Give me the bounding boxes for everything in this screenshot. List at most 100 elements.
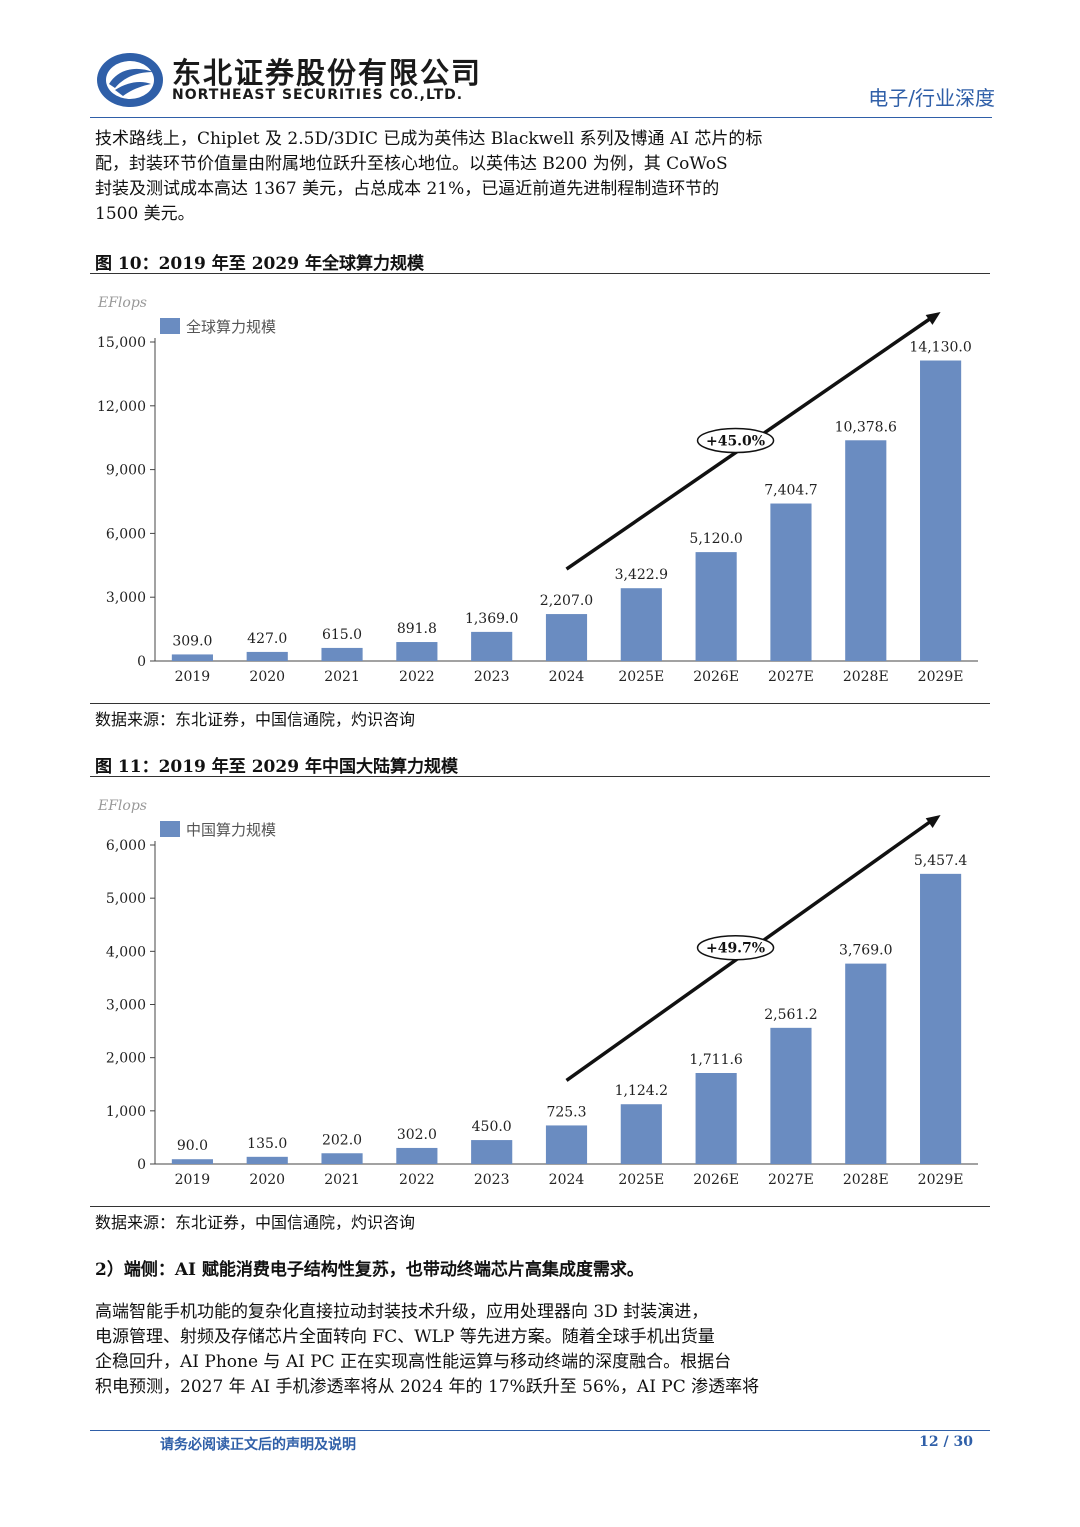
bar bbox=[920, 360, 962, 661]
x-tick-label: 2020 bbox=[249, 669, 285, 685]
company-name-en: NORTHEAST SECURITIES CO.,LTD. bbox=[172, 87, 464, 103]
y-tick-label: 4,000 bbox=[106, 944, 146, 960]
data-label: 5,120.0 bbox=[689, 531, 742, 547]
y-unit-label: EFlops bbox=[97, 798, 147, 814]
x-tick-label: 2024 bbox=[549, 669, 585, 685]
x-tick-label: 2024 bbox=[549, 1172, 585, 1188]
growth-annotation-ellipse bbox=[696, 427, 775, 454]
footer-divider bbox=[90, 1430, 990, 1431]
y-tick-label: 12,000 bbox=[97, 399, 146, 415]
y-tick-label: 6,000 bbox=[106, 526, 146, 542]
figure-11-source: 数据来源：东北证券，中国信通院，灼识咨询 bbox=[95, 1213, 416, 1232]
data-label: 3,422.9 bbox=[615, 567, 668, 583]
bar bbox=[620, 588, 662, 661]
x-tick-label: 2026E bbox=[693, 669, 739, 685]
legend-label: 全球算力规模 bbox=[186, 318, 276, 336]
x-tick-label: 2023 bbox=[474, 1172, 510, 1188]
bar bbox=[920, 873, 962, 1164]
intro-line: 封装及测试成本高达 1367 美元，占总成本 21%，已逼近前道先进制程制造环节… bbox=[95, 179, 720, 199]
data-label: 615.0 bbox=[322, 627, 362, 643]
data-label: 2,561.2 bbox=[764, 1007, 817, 1023]
y-tick-label: 9,000 bbox=[106, 463, 146, 479]
section-paragraph: 高端智能手机功能的复杂化直接拉动封装技术升级，应用处理器向 3D 封装演进， 电… bbox=[95, 1300, 785, 1400]
bar bbox=[246, 1156, 288, 1164]
data-label: 1,711.6 bbox=[689, 1052, 743, 1068]
x-tick-label: 2023 bbox=[474, 669, 510, 685]
intro-line: 1500 美元。 bbox=[95, 204, 195, 224]
bar bbox=[396, 1147, 438, 1164]
bar bbox=[620, 1104, 662, 1164]
y-tick-label: 2,000 bbox=[106, 1051, 146, 1067]
bar bbox=[471, 631, 513, 661]
figure-10-chart: EFlops 全球算力规模 0 3,000 6,000 9,000 12,000 15,000… bbox=[97, 295, 978, 685]
data-label: 5,457.4 bbox=[914, 853, 968, 869]
bar bbox=[321, 647, 363, 661]
legend-swatch bbox=[160, 318, 180, 334]
x-tick-label: 2026E bbox=[693, 1172, 739, 1188]
section-line: 积电预测，2027 年 AI 手机渗透率将从 2024 年的 17%跃升至 56… bbox=[95, 1377, 760, 1397]
y-tick-label: 15,000 bbox=[97, 335, 146, 351]
data-label: 1,369.0 bbox=[465, 611, 518, 627]
data-label: 7,404.7 bbox=[764, 483, 817, 499]
x-tick-label: 2022 bbox=[399, 669, 435, 685]
bar bbox=[321, 1153, 363, 1164]
y-tick-label: 6,000 bbox=[106, 838, 146, 854]
footer-disclaimer: 请务必阅读正文后的声明及说明 bbox=[160, 1437, 356, 1453]
intro-paragraph: 技术路线上，Chiplet 及 2.5D/3DIC 已成为英伟达 Blackwe… bbox=[95, 127, 785, 227]
data-label: 10,378.6 bbox=[835, 419, 897, 435]
figure-11-title: 图 11：2019 年至 2029 年中国大陆算力规模 bbox=[95, 757, 458, 777]
x-tick-label: 2029E bbox=[918, 669, 964, 685]
figure-11-bottom-rule bbox=[90, 1206, 990, 1207]
data-label: 302.0 bbox=[397, 1127, 437, 1143]
x-tick-label: 2019 bbox=[175, 1172, 211, 1188]
y-tick-label: 1,000 bbox=[106, 1104, 146, 1120]
company-name-cn: 东北证券股份有限公司 bbox=[172, 56, 483, 90]
bar bbox=[545, 614, 588, 661]
figure-11-top-rule bbox=[90, 776, 990, 777]
trend-arrow-head bbox=[925, 312, 941, 325]
bar bbox=[845, 963, 887, 1164]
x-tick-label: 2019 bbox=[175, 669, 211, 685]
data-label: 202.0 bbox=[322, 1132, 362, 1148]
company-logo-icon bbox=[97, 53, 163, 107]
y-tick-label: 3,000 bbox=[106, 590, 146, 606]
data-label: 135.0 bbox=[247, 1136, 287, 1152]
x-tick-label: 2028E bbox=[843, 669, 889, 685]
data-label: 14,130.0 bbox=[909, 340, 971, 356]
data-label: 90.0 bbox=[177, 1138, 208, 1154]
x-tick-label: 2029E bbox=[918, 1172, 964, 1188]
bar bbox=[246, 651, 288, 661]
intro-line: 技术路线上，Chiplet 及 2.5D/3DIC 已成为英伟达 Blackwe… bbox=[95, 129, 763, 149]
bar bbox=[545, 1125, 588, 1164]
growth-annotation-ellipse bbox=[696, 934, 775, 961]
legend-swatch bbox=[160, 821, 180, 837]
y-tick-label: 5,000 bbox=[106, 891, 146, 907]
section-heading: 2）端侧：AI 赋能消费电子结构性复苏，也带动终端芯片高集成度需求。 bbox=[95, 1260, 644, 1280]
figure-10-source: 数据来源：东北证券，中国信通院，灼识咨询 bbox=[95, 710, 416, 729]
x-tick-label: 2021 bbox=[324, 1172, 360, 1188]
figure-11-chart: EFlops 中国算力规模 0 1,000 2,000 3,000 4,000 5,000 6,… bbox=[97, 798, 978, 1188]
x-tick-label: 2021 bbox=[324, 669, 360, 685]
data-label: 309.0 bbox=[172, 633, 212, 649]
bar bbox=[770, 1027, 812, 1164]
figure-10-title: 图 10：2019 年至 2029 年全球算力规模 bbox=[95, 254, 424, 274]
figure-10-top-rule bbox=[90, 273, 990, 274]
x-tick-label: 2025E bbox=[618, 669, 664, 685]
intro-line: 配，封装环节价值量由附属地位跃升至核心地位。以英伟达 B200 为例，其 CoW… bbox=[95, 154, 728, 174]
data-label: 3,769.0 bbox=[839, 943, 892, 959]
header-divider bbox=[90, 117, 992, 118]
bar bbox=[171, 654, 213, 661]
bar bbox=[471, 1140, 513, 1164]
data-label: 2,207.0 bbox=[540, 593, 593, 609]
data-label: 450.0 bbox=[472, 1119, 512, 1135]
page-number: 12 / 30 bbox=[919, 1434, 973, 1450]
x-tick-label: 2020 bbox=[249, 1172, 285, 1188]
data-label: 725.3 bbox=[546, 1104, 586, 1120]
y-tick-label: 3,000 bbox=[106, 998, 146, 1014]
section-line: 电源管理、射频及存储芯片全面转向 FC、WLP 等先进方案。随着全球手机出货量 bbox=[95, 1327, 715, 1347]
report-category: 电子/行业深度 bbox=[868, 86, 995, 110]
figure-10-bottom-rule bbox=[90, 703, 990, 704]
y-tick-label: 0 bbox=[137, 1157, 146, 1173]
growth-annotation-label: +45.0% bbox=[706, 434, 765, 450]
bar bbox=[396, 642, 438, 661]
